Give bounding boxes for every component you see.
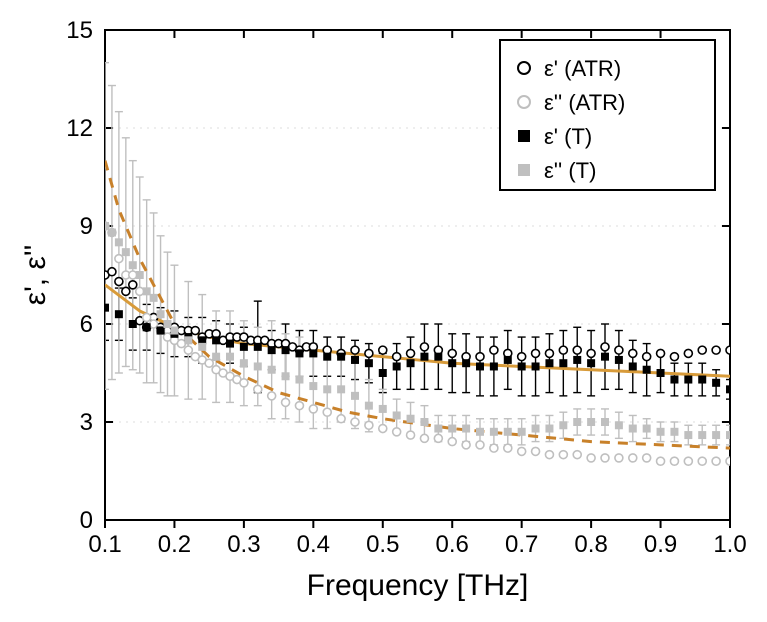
x-tick-label: 0.5 (366, 531, 399, 558)
y-tick-label: 9 (80, 213, 93, 240)
y-axis-label: ε', ε'' (19, 245, 52, 306)
y-tick-label: 15 (66, 17, 93, 44)
x-tick-label: 0.2 (158, 531, 191, 558)
legend-label: ε'' (ATR) (544, 90, 625, 115)
legend-label: ε'' (T) (544, 158, 596, 183)
x-axis-label: Frequency [THz] (307, 569, 529, 602)
y-tick-label: 0 (80, 507, 93, 534)
legend-label: ε' (T) (544, 124, 592, 149)
legend-label: ε' (ATR) (544, 56, 621, 81)
x-tick-label: 0.4 (297, 531, 330, 558)
scatter-chart: 0.1 0.2 0.3 0.4 0.5 0.6 0.7 0.8 0.9 1.0 0 3 6 9 12 15 Fr… (0, 0, 767, 622)
y-tick-label: 6 (80, 311, 93, 338)
x-tick-label: 1.0 (713, 531, 746, 558)
y-tick-label: 3 (80, 409, 93, 436)
x-tick-label: 0.7 (505, 531, 538, 558)
x-tick-label: 0.6 (436, 531, 469, 558)
x-tick-label: 0.8 (574, 531, 607, 558)
x-tick-label: 0.1 (88, 531, 121, 558)
x-tick-label: 0.9 (644, 531, 677, 558)
y-tick-label: 12 (66, 115, 93, 142)
chart-container: 0.1 0.2 0.3 0.4 0.5 0.6 0.7 0.8 0.9 1.0 0 3 6 9 12 15 Fr… (0, 0, 767, 622)
x-tick-label: 0.3 (227, 531, 260, 558)
